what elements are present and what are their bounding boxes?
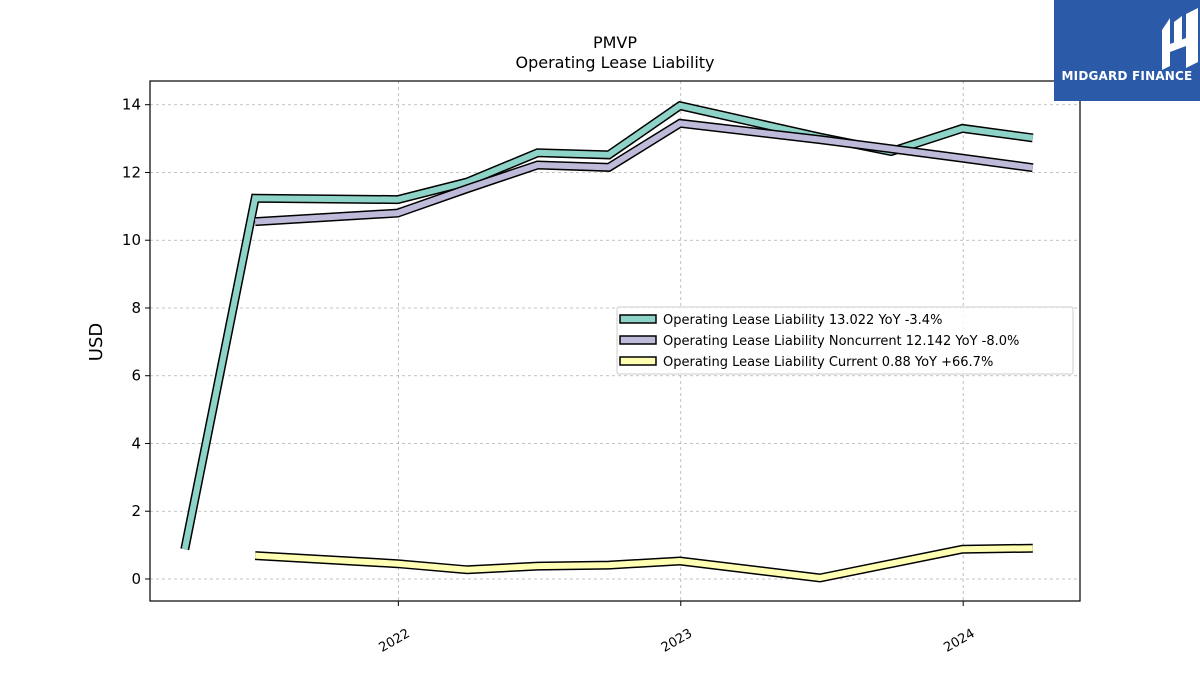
y-tick-label: 6	[131, 367, 141, 385]
series-operating-lease-liability	[180, 100, 1034, 551]
series-line	[181, 102, 1034, 550]
y-tick-label: 4	[131, 434, 141, 452]
series-line	[255, 120, 1034, 225]
legend-swatch	[619, 356, 657, 366]
legend-label: Operating Lease Liability 13.022 YoY -3.…	[663, 313, 942, 328]
legend-box	[616, 306, 1074, 375]
x-tick-label: 2024	[941, 626, 977, 656]
chart-title: PMVP	[593, 33, 637, 52]
brand-logo: MIDGARD FINANCE	[1054, 0, 1200, 101]
series-operating-lease-liability-noncurrent	[254, 118, 1034, 227]
x-tick-label: 2022	[377, 626, 413, 656]
y-tick-label: 14	[122, 96, 141, 114]
series-line	[255, 545, 1033, 582]
logo-text: MIDGARD FINANCE	[1061, 69, 1193, 83]
legend-swatch	[619, 314, 657, 324]
y-tick-label: 2	[131, 502, 141, 520]
y-tick-label: 0	[131, 570, 141, 588]
y-tick-label: 8	[131, 299, 141, 317]
x-ticks: 2022 2023 2024	[377, 601, 977, 656]
legend-label: Operating Lease Liability Noncurrent 12.…	[663, 334, 1019, 349]
plot-frame	[149, 80, 1081, 602]
logo-mark-icon	[1162, 8, 1198, 70]
y-tick-label: 12	[122, 163, 141, 181]
y-axis-label: USD	[86, 323, 107, 361]
legend-swatch	[619, 335, 657, 345]
legend-label: Operating Lease Liability Current 0.88 Y…	[663, 355, 993, 370]
x-tick-label: 2023	[659, 626, 695, 656]
y-ticks: 0 2 4 6 8 10 12 14	[122, 96, 150, 588]
chart-subtitle: Operating Lease Liability	[515, 53, 714, 72]
series-layer	[180, 100, 1034, 583]
series-operating-lease-liability-current	[254, 543, 1033, 583]
legend: Operating Lease Liability 13.022 YoY -3.…	[616, 306, 1074, 375]
y-tick-label: 10	[122, 231, 141, 249]
